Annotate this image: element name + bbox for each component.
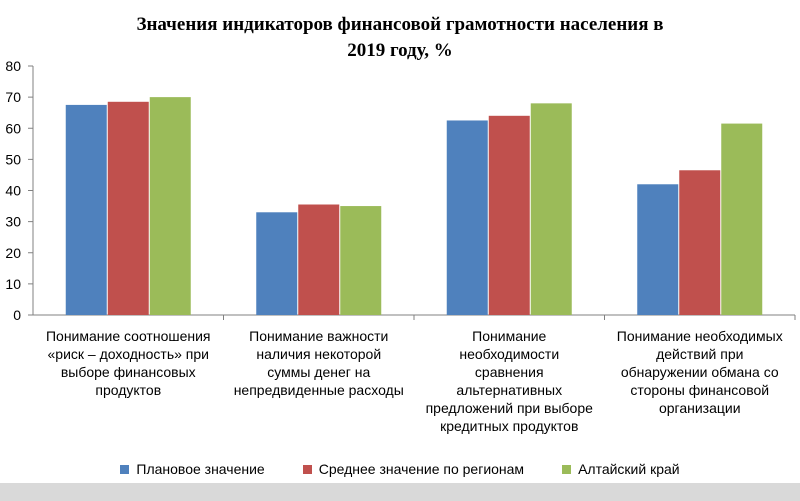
x-category-label-3: Понимание необходимости сравнения альтернат…	[410, 327, 609, 435]
legend: Плановое значение Среднее значение по ре…	[0, 455, 800, 483]
x-category-label-line: стороны финансовой	[630, 382, 770, 398]
x-category-label-line: альтернативных	[456, 382, 563, 398]
bar-planned-4	[637, 184, 679, 315]
legend-item-regional-average: Среднее значение по регионам	[302, 461, 525, 477]
x-category-label-line: Понимание соотношения	[45, 328, 211, 344]
y-tick-label: 30	[5, 214, 21, 230]
y-tick-label: 10	[5, 276, 21, 292]
bar-planned-2	[256, 212, 298, 315]
bar-regional-average-1	[107, 101, 149, 315]
bar-planned-3	[446, 120, 488, 315]
x-category-label-line: сравнения	[474, 364, 544, 380]
x-category-label-1: Понимание соотношения «риск – доходность»…	[29, 327, 228, 399]
legend-swatch-altai	[562, 464, 572, 474]
bar-altai-4	[721, 123, 763, 315]
legend-item-planned: Плановое значение	[120, 461, 265, 477]
x-category-label-line: организации	[658, 400, 741, 416]
x-category-label-2: Понимание важности наличия некоторой суммы…	[220, 327, 419, 399]
legend-label-regional-average: Среднее значение по регионам	[318, 461, 525, 477]
x-category-label-line: суммы денег на	[267, 364, 371, 380]
bar-regional-average-2	[298, 204, 340, 315]
y-tick-label: 50	[5, 151, 21, 167]
x-category-label-line: необходимости	[459, 346, 560, 362]
x-category-label-line: «риск – доходность» при	[47, 346, 209, 362]
legend-item-altai: Алтайский край	[562, 461, 680, 477]
bottom-strip	[0, 483, 800, 501]
legend-swatch-regional-average	[302, 464, 312, 474]
x-category-label-line: Понимание важности	[249, 328, 389, 344]
x-category-label-line: предложений при выборе	[425, 400, 593, 416]
x-category-label-line: наличия некоторой	[256, 346, 382, 362]
x-category-label-line: продуктов	[95, 382, 162, 398]
x-category-label-line: Понимание	[472, 328, 547, 344]
bar-regional-average-4	[679, 170, 721, 315]
legend-label-planned: Плановое значение	[136, 461, 265, 477]
y-tick-label: 20	[5, 245, 21, 261]
x-category-label-line: непредвиденные расходы	[233, 382, 404, 398]
bar-altai-1	[149, 97, 191, 315]
legend-swatch-planned	[120, 464, 130, 474]
bar-altai-3	[530, 103, 572, 315]
bar-planned-1	[65, 104, 107, 315]
chart-title: Значения индикаторов финансовой грамотно…	[60, 12, 740, 64]
y-tick-label: 0	[13, 307, 21, 323]
bar-altai-2	[340, 206, 382, 315]
y-tick-label: 80	[5, 58, 21, 74]
x-category-label-line: кредитных продуктов	[440, 418, 579, 434]
chart-title-line-1: Значения индикаторов финансовой грамотно…	[136, 14, 664, 35]
chart-title-line-2: 2019 году, %	[347, 40, 453, 61]
y-tick-label: 40	[5, 183, 21, 199]
x-category-label-line: действий при	[656, 346, 744, 362]
legend-label-altai: Алтайский край	[578, 461, 680, 477]
x-category-label-4: Понимание необходимых действий при обнаруж…	[601, 327, 800, 417]
y-tick-label: 60	[5, 120, 21, 136]
x-category-label-line: обнаружении обмана со	[620, 364, 779, 380]
x-category-label-line: Понимание необходимых	[616, 328, 783, 344]
y-tick-label: 70	[5, 89, 21, 105]
bar-regional-average-3	[488, 115, 530, 315]
x-category-label-line: выборе финансовых	[60, 364, 196, 380]
